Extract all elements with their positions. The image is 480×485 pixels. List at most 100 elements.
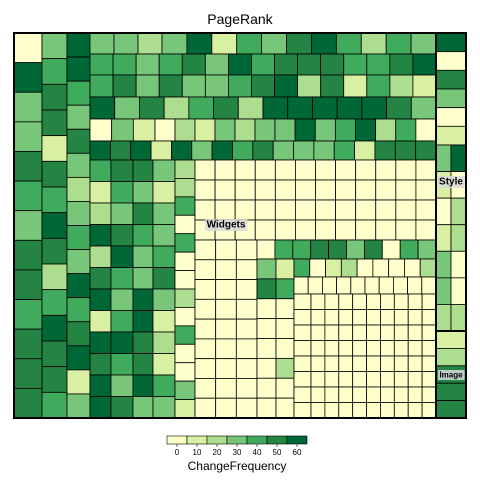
treemap-cells (13, 32, 467, 419)
treemap-cell (435, 51, 467, 71)
treemap-cell (310, 309, 326, 326)
treemap-cell (356, 258, 374, 278)
treemap-cell (234, 179, 256, 201)
treemap-cell (392, 276, 408, 295)
treemap-cell (415, 118, 437, 142)
treemap-cell (343, 53, 368, 76)
treemap-cell (89, 245, 112, 268)
treemap-cell (204, 74, 229, 98)
treemap-cell (135, 74, 160, 98)
treemap-cell (181, 74, 206, 98)
treemap-cell (421, 340, 437, 357)
treemap-cell (380, 324, 395, 341)
treemap-cell (132, 331, 154, 354)
treemap-cell (393, 293, 409, 310)
treemap-cell (450, 277, 467, 305)
treemap-cell (421, 386, 437, 403)
treemap-cell (395, 159, 417, 181)
treemap-cell (256, 239, 276, 260)
treemap-cell (366, 340, 381, 357)
treemap-cell (293, 324, 312, 341)
treemap-cell (421, 324, 437, 341)
treemap-cell (324, 309, 340, 326)
treemap-cell (66, 369, 91, 395)
treemap-cell (295, 179, 316, 201)
treemap-cell (227, 53, 252, 76)
treemap-cell (374, 140, 396, 161)
treemap-cell (295, 159, 316, 181)
legend-swatch (186, 435, 208, 445)
treemap-cell (293, 276, 309, 295)
treemap-cell (315, 199, 336, 221)
treemap-cell (435, 144, 452, 172)
treemap-cell (132, 181, 154, 204)
treemap-cell (194, 338, 217, 360)
treemap-cell (415, 140, 437, 161)
treemap-cell (215, 259, 237, 280)
group-border-image (435, 330, 467, 419)
group-label-widgets: Widgets (205, 219, 248, 231)
treemap-cell (435, 69, 467, 90)
treemap-cell (213, 96, 239, 120)
treemap-cell (310, 239, 330, 260)
treemap-cell (295, 219, 316, 241)
treemap-cell (352, 386, 367, 403)
treemap-cell (235, 298, 258, 320)
treemap-cell (435, 88, 467, 109)
treemap-cell (66, 393, 91, 419)
treemap-cell (256, 377, 277, 399)
treemap-cell (211, 32, 238, 55)
treemap-cell (352, 402, 367, 419)
treemap-cell (235, 338, 258, 360)
group-label-image-text: Image (439, 371, 463, 380)
treemap-cell (214, 179, 236, 201)
treemap-cell (338, 324, 354, 341)
treemap-cell (435, 330, 467, 349)
treemap-cell (254, 179, 276, 201)
treemap-cell (41, 212, 68, 239)
treemap-cell (110, 245, 134, 268)
treemap-cell (66, 249, 91, 275)
treemap-cell (310, 402, 326, 419)
treemap-cell (13, 210, 43, 241)
treemap-cell (292, 239, 312, 260)
treemap-cell (194, 318, 217, 340)
treemap-cell (340, 258, 358, 278)
treemap-cell (404, 258, 421, 278)
treemap-cell (274, 239, 294, 260)
treemap-cell (407, 309, 423, 326)
treemap-cell (336, 96, 363, 120)
treemap-cell (132, 353, 154, 376)
group-label-image: Image (437, 370, 465, 380)
treemap-cell (375, 179, 397, 201)
treemap-cell (407, 386, 423, 403)
treemap-cell (378, 276, 394, 295)
treemap-cell (174, 214, 196, 235)
treemap-cell (13, 32, 43, 64)
legend-swatch (266, 435, 288, 445)
legend-tick-label: 30 (233, 448, 242, 457)
treemap-cell (194, 298, 217, 320)
treemap-cell (412, 74, 437, 98)
legend-swatch (286, 435, 308, 445)
treemap-cell (256, 338, 277, 359)
treemap-cell (324, 293, 340, 310)
treemap-cell (139, 96, 165, 120)
treemap-cell (41, 109, 68, 137)
treemap-cell (66, 273, 91, 299)
treemap-cell (152, 331, 176, 354)
treemap-cell (174, 380, 196, 400)
treemap-cell (313, 140, 335, 161)
treemap-cell (132, 202, 154, 225)
treemap-cell (419, 258, 437, 278)
treemap-cell (421, 402, 437, 419)
treemap-cell (274, 159, 296, 181)
treemap-cell (214, 118, 236, 142)
treemap-cell (130, 140, 152, 161)
treemap-cell (275, 397, 295, 419)
treemap-cell (352, 371, 367, 388)
treemap-cell (435, 277, 452, 305)
treemap-cell (174, 251, 196, 271)
treemap-cell (174, 270, 196, 290)
